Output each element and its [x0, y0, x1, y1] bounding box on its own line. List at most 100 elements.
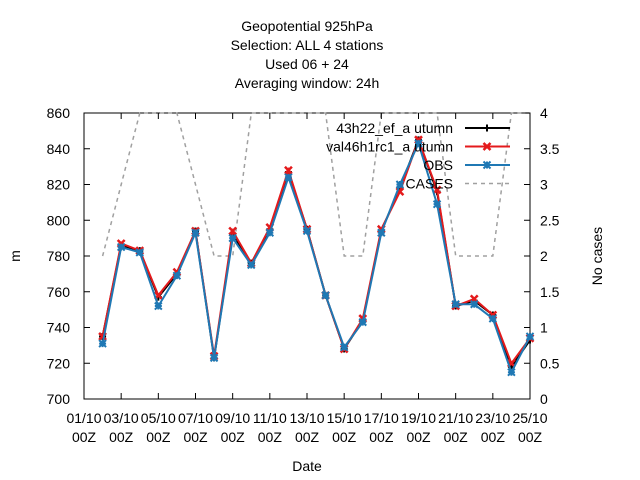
x-tick-label: 00Z [146, 429, 171, 445]
y-tick-label: 760 [47, 284, 71, 300]
y2-tick-label: 3 [540, 177, 548, 193]
y-tick-label: 740 [47, 320, 71, 336]
x-tick-label: 17/10 [364, 410, 399, 426]
y2-tick-label: 4 [540, 105, 548, 121]
x-tick-label: 09/10 [215, 410, 250, 426]
x-tick-label: 15/10 [327, 410, 362, 426]
y2-tick-label: 3.5 [540, 141, 560, 157]
y2-tick-label: 1 [540, 320, 548, 336]
data-point [377, 228, 386, 237]
data-point [525, 332, 535, 341]
x-tick-label: 00Z [72, 429, 97, 445]
legend-label: val46h1rc1_a utumn [326, 139, 453, 155]
data-point [135, 248, 144, 257]
series-obs [98, 139, 535, 377]
axes: 700 720 740 760 780 800 820 840 860 0 0.5 1 1.5 2 2.5 3… [7, 105, 605, 474]
series-line [101, 136, 531, 366]
data-point [228, 233, 237, 243]
series-val46h1rc1-a-utumn [98, 135, 535, 368]
y2-tick-label: 0 [540, 391, 548, 407]
x-tick-label: 00Z [109, 429, 134, 445]
y2-tick-label: 0.5 [540, 355, 560, 371]
title-line: Averaging window: 24h [235, 75, 380, 91]
y-tick-label: 840 [47, 141, 71, 157]
x-tick-label: 00Z [221, 429, 246, 445]
title-line: Selection: ALL 4 stations [231, 37, 384, 53]
y-tick-label: 860 [47, 105, 71, 121]
x-tick-label: 00Z [481, 429, 506, 445]
y-tick-label: 780 [47, 248, 71, 264]
y-tick-label: 700 [47, 391, 71, 407]
data-point [98, 339, 107, 348]
x-tick-label: 07/10 [178, 410, 213, 426]
x-tick-label: 13/10 [289, 410, 324, 426]
x-tick-label: 05/10 [141, 410, 176, 426]
x-tick-label: 00Z [295, 429, 320, 445]
y-axis-label: m [7, 250, 23, 262]
x-tick-label: 00Z [444, 429, 469, 445]
title-line: Geopotential 925hPa [241, 18, 373, 34]
data-point [432, 185, 442, 195]
legend-label: CASES [406, 176, 453, 192]
x-tick-label: 00Z [518, 429, 543, 445]
y2-tick-label: 2 [540, 248, 548, 264]
x-tick-label: 00Z [183, 429, 208, 445]
series-43h22-ef-a-utumn [99, 136, 534, 371]
series-line [101, 140, 531, 375]
data-point [339, 342, 349, 352]
data-point [482, 142, 492, 151]
data-point [470, 300, 479, 309]
data-point [116, 242, 126, 252]
x-tick-label: 11/10 [253, 410, 287, 426]
data-point [228, 226, 238, 236]
y-tick-label: 720 [47, 355, 71, 371]
series-line [101, 112, 530, 257]
x-tick-label: 00Z [369, 429, 394, 445]
y2-tick-label: 1.5 [540, 284, 560, 300]
x-tick-label: 23/10 [475, 410, 510, 426]
y2-tick-label: 2.5 [540, 212, 560, 228]
series-cases [101, 112, 530, 257]
title-line: Used 06 + 24 [265, 56, 349, 72]
x-tick-label: 25/10 [512, 410, 547, 426]
y-tick-label: 820 [47, 177, 71, 193]
x-tick-label: 19/10 [401, 410, 436, 426]
x-tick-label: 00Z [406, 429, 431, 445]
x-tick-label: 21/10 [438, 410, 473, 426]
data-point [321, 291, 330, 300]
data-point [172, 271, 182, 280]
data-point [395, 180, 405, 189]
legend-label: OBS [423, 157, 453, 173]
data-point [154, 301, 163, 311]
data-point [358, 317, 367, 327]
x-tick-label: 00Z [332, 429, 357, 445]
y2-axis-label: No cases [589, 227, 605, 285]
x-tick-label: 00Z [258, 429, 283, 445]
legend: 43h22_ef_a utumn val46h1rc1_a utumn OBS CAS… [326, 120, 510, 192]
x-tick-label: 03/10 [104, 410, 139, 426]
data-point [265, 228, 275, 237]
data-point [488, 314, 498, 323]
legend-label: 43h22_ef_a utumn [336, 120, 453, 136]
x-axis-label: Date [292, 458, 322, 474]
data-point [483, 124, 491, 132]
series-layer [98, 112, 535, 377]
data-point [302, 226, 312, 236]
data-point [432, 199, 442, 209]
y-tick-label: 800 [47, 212, 71, 228]
data-point [191, 228, 200, 237]
plot-border [83, 112, 531, 400]
chart-title: Geopotential 925hPa Selection: ALL 4 stat… [231, 18, 384, 91]
data-point [247, 260, 256, 270]
plot-frame [83, 112, 531, 400]
data-point [284, 173, 293, 182]
data-point [284, 165, 293, 175]
data-point [451, 300, 460, 309]
data-point [507, 367, 516, 377]
data-point [209, 353, 219, 363]
data-point [482, 160, 492, 170]
x-tick-label: 01/10 [66, 410, 101, 426]
series-line [101, 136, 531, 369]
